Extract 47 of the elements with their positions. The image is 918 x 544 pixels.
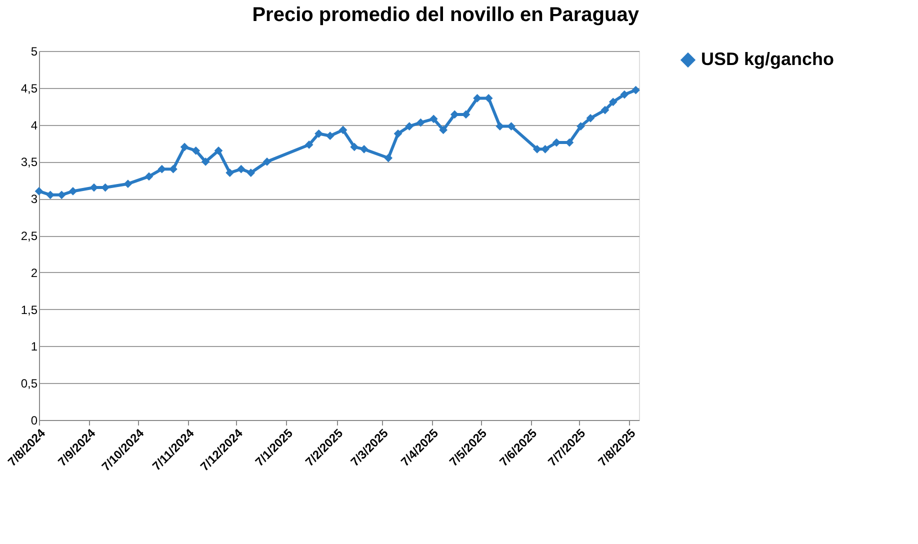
point bbox=[384, 154, 393, 162]
y-tick-label: 3 bbox=[30, 192, 38, 206]
point bbox=[144, 172, 154, 181]
point bbox=[314, 129, 323, 138]
y-tick-label: 2,5 bbox=[20, 229, 38, 243]
point bbox=[201, 158, 210, 166]
y-tick-label: 4,5 bbox=[20, 81, 38, 96]
point bbox=[429, 114, 438, 124]
point bbox=[600, 106, 610, 114]
point bbox=[632, 86, 640, 94]
point bbox=[326, 132, 334, 140]
point bbox=[180, 142, 189, 152]
point bbox=[439, 126, 448, 134]
point bbox=[338, 126, 348, 134]
point bbox=[586, 114, 595, 122]
y-tick-label: 3,5 bbox=[20, 155, 38, 170]
point bbox=[473, 94, 482, 102]
point bbox=[350, 142, 359, 152]
y-tick-label: 0,5 bbox=[20, 376, 38, 391]
point bbox=[262, 158, 272, 166]
point bbox=[576, 122, 585, 130]
point bbox=[360, 144, 368, 154]
point bbox=[68, 187, 78, 196]
point bbox=[226, 168, 234, 177]
legend-label: USD kg/gancho bbox=[701, 49, 834, 69]
point bbox=[416, 118, 425, 127]
point bbox=[608, 98, 618, 106]
y-tick-label: 1,5 bbox=[20, 302, 38, 317]
y-tick-label: 1 bbox=[30, 340, 38, 354]
point bbox=[405, 122, 414, 130]
point bbox=[394, 129, 402, 138]
point bbox=[246, 168, 256, 177]
y-tick-label: 2 bbox=[30, 266, 38, 280]
point bbox=[169, 164, 178, 174]
y-tick-label: 4 bbox=[30, 118, 38, 132]
y-tick-label: 0 bbox=[30, 414, 38, 428]
point bbox=[620, 90, 629, 99]
chart-title: Precio promedio del novillo en Paraguay bbox=[252, 4, 640, 26]
point bbox=[214, 146, 223, 155]
point bbox=[304, 140, 314, 149]
point bbox=[236, 164, 246, 174]
point bbox=[507, 122, 516, 130]
y-tick-label: 5 bbox=[30, 44, 38, 58]
point bbox=[192, 146, 200, 155]
point bbox=[34, 187, 44, 196]
point bbox=[541, 144, 550, 154]
point bbox=[124, 180, 132, 188]
